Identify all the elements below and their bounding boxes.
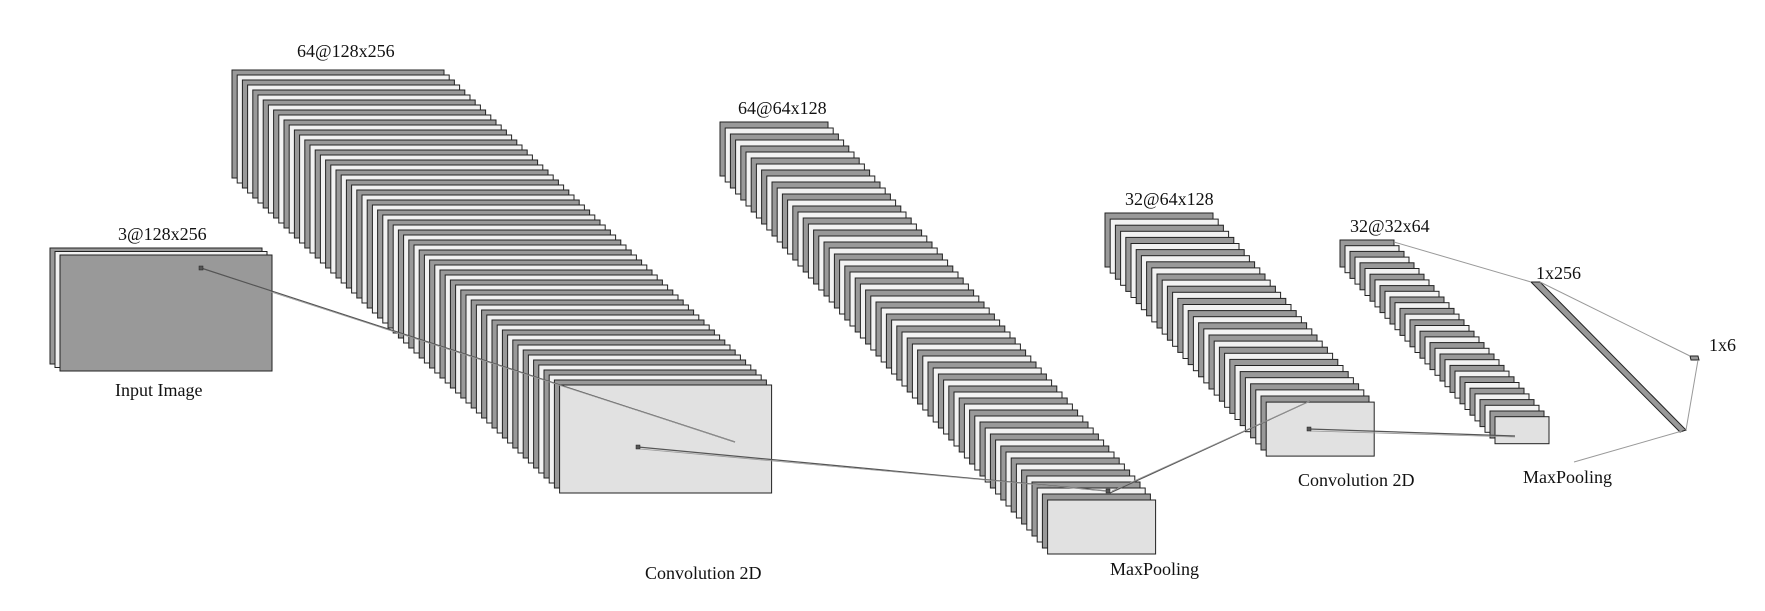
conv1-caption: Convolution 2D bbox=[645, 563, 762, 583]
input-to-conv1-connector bbox=[202, 269, 736, 443]
maxpooling-1-feature-maps bbox=[719, 121, 1157, 555]
kernel-anchor bbox=[1105, 488, 1111, 494]
pool2-to-dense-connector bbox=[1573, 430, 1683, 463]
output-marker bbox=[1689, 355, 1700, 361]
conv2-dims-label: 32@64x128 bbox=[1125, 189, 1214, 209]
pool1-caption: MaxPooling bbox=[1110, 559, 1199, 579]
conv2d-2-feature-maps bbox=[1104, 212, 1375, 457]
input-channel-front-map bbox=[59, 254, 273, 372]
pool1-front-map bbox=[1047, 499, 1157, 555]
conv1-dims-label: 64@128x256 bbox=[297, 41, 395, 61]
conv2-to-pool2-connector bbox=[1308, 428, 1516, 437]
output-layer-1x6 bbox=[1689, 355, 1700, 361]
dense-layer-1x256 bbox=[1529, 281, 1687, 433]
pool2-to-dense-connector bbox=[1393, 241, 1532, 283]
pool1-dims-label: 64@64x128 bbox=[738, 98, 827, 118]
conv2d-1-feature-maps bbox=[231, 69, 773, 494]
maxpooling-2-feature-maps bbox=[1339, 239, 1550, 445]
pool2-dims-label: 32@32x64 bbox=[1350, 216, 1430, 236]
input-caption: Input Image bbox=[115, 380, 202, 400]
conv2-caption: Convolution 2D bbox=[1298, 470, 1415, 490]
pool1-to-conv2-connector bbox=[1111, 400, 1311, 492]
kernel-connectors bbox=[198, 241, 1699, 494]
dense-bar bbox=[1529, 281, 1687, 433]
pool2-caption: MaxPooling bbox=[1523, 467, 1612, 487]
conv1-front-map bbox=[559, 384, 773, 494]
kernel-anchor bbox=[1306, 426, 1312, 432]
dense-to-output-connector bbox=[1685, 359, 1699, 431]
input-dims-label: 3@128x256 bbox=[118, 224, 207, 244]
kernel-anchor bbox=[198, 265, 204, 271]
pool2-front-map bbox=[1494, 416, 1550, 445]
dense-to-output-connector bbox=[1539, 281, 1691, 357]
input-image-stack bbox=[49, 247, 273, 372]
dense-dims-label: 1x256 bbox=[1536, 263, 1581, 283]
conv2-to-pool2-connector bbox=[1309, 430, 1516, 438]
output-dims-label: 1x6 bbox=[1709, 335, 1736, 355]
conv1-to-pool1-connector bbox=[639, 448, 1108, 492]
kernel-anchor bbox=[635, 444, 641, 450]
